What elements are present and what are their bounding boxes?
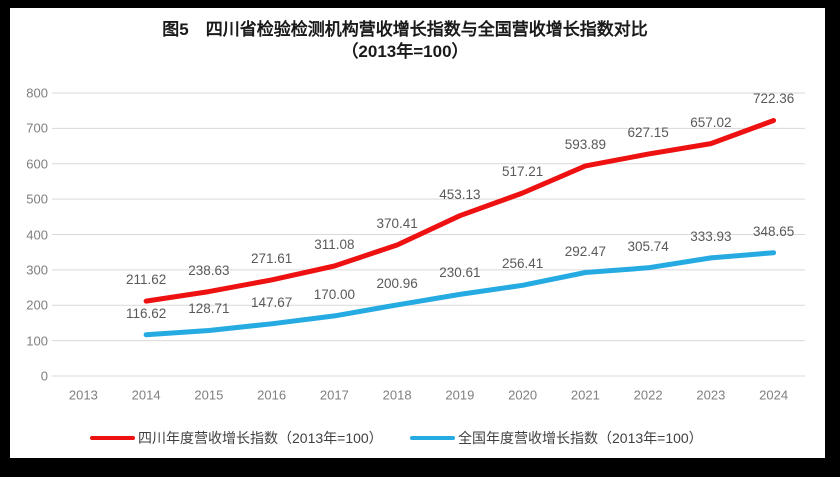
chart-title-line1: 图5 四川省检验检测机构营收增长指数与全国营收增长指数对比 [162, 20, 648, 39]
data-label-sichuan: 271.61 [250, 250, 293, 266]
x-axis-tick-label: 2021 [570, 387, 600, 403]
data-label-national: 348.65 [752, 223, 795, 239]
data-label-sichuan: 311.08 [314, 236, 355, 252]
data-label-national: 147.67 [250, 294, 293, 310]
national-line-swatch-icon [410, 435, 455, 441]
y-axis-tick-label: 700 [26, 120, 48, 136]
data-label-national: 305.74 [627, 238, 669, 254]
y-axis-tick-label: 300 [26, 262, 48, 278]
y-axis-tick-label: 800 [26, 85, 48, 101]
national-legend-label: 全国年度营收增长指数（2013年=100） [458, 430, 703, 446]
data-label-national: 200.96 [376, 275, 418, 291]
data-label-sichuan: 453.13 [439, 186, 481, 202]
data-label-national: 256.41 [501, 256, 544, 272]
data-label-national: 128.71 [188, 301, 230, 317]
data-label-sichuan: 722.36 [752, 91, 795, 107]
x-axis-tick-label: 2013 [68, 387, 98, 403]
data-label-sichuan: 211.62 [125, 272, 167, 288]
data-label-sichuan: 657.02 [690, 114, 732, 130]
data-label-national: 292.47 [564, 243, 607, 259]
y-axis-tick-label: 600 [26, 156, 48, 172]
data-label-sichuan: 593.89 [564, 136, 607, 152]
y-axis-tick-label: 500 [26, 191, 48, 207]
x-axis-tick-label: 2018 [382, 387, 412, 403]
sichuan-legend-label: 四川年度营收增长指数（2013年=100） [138, 430, 383, 446]
series-line-national [143, 250, 777, 338]
legend-item-sichuan: 四川年度营收增长指数（2013年=100） [90, 430, 383, 446]
x-axis-tick-label: 2015 [194, 387, 224, 403]
chart-title: 图5 四川省检验检测机构营收增长指数与全国营收增长指数对比 （2013年=100… [10, 19, 800, 63]
x-axis-tick-label: 2022 [633, 387, 663, 403]
chart-title-line2: （2013年=100） [341, 42, 469, 61]
x-axis-tick-label: 2020 [508, 387, 538, 403]
x-axis-tick-label: 2019 [445, 387, 475, 403]
data-label-national: 170.00 [313, 286, 356, 302]
data-label-sichuan: 627.15 [627, 125, 669, 141]
data-label-national: 230.61 [439, 265, 481, 281]
data-label-sichuan: 238.63 [188, 262, 230, 278]
x-axis-tick-label: 2023 [696, 387, 726, 403]
x-axis-tick-label: 2016 [257, 387, 287, 403]
plot-area [52, 92, 805, 377]
data-label-sichuan: 517.21 [501, 164, 544, 180]
x-axis-tick-label: 2024 [759, 387, 789, 403]
y-axis-tick-label: 200 [26, 297, 48, 313]
data-label-national: 116.62 [125, 305, 167, 321]
x-axis-tick-label: 2017 [319, 387, 349, 403]
chart-surface: 图5 四川省检验检测机构营收增长指数与全国营收增长指数对比 （2013年=100… [10, 8, 825, 458]
data-label-national: 333.93 [690, 228, 732, 244]
sichuan-line-swatch-icon [90, 435, 135, 441]
x-axis-tick-label: 2014 [131, 387, 161, 403]
y-axis-tick-label: 100 [26, 333, 48, 349]
legend-item-national: 全国年度营收增长指数（2013年=100） [410, 430, 703, 446]
y-axis-tick-label: 0 [40, 368, 48, 384]
series-line-sichuan [143, 118, 777, 304]
y-axis-tick-label: 400 [26, 227, 48, 242]
data-label-sichuan: 370.41 [376, 215, 418, 231]
